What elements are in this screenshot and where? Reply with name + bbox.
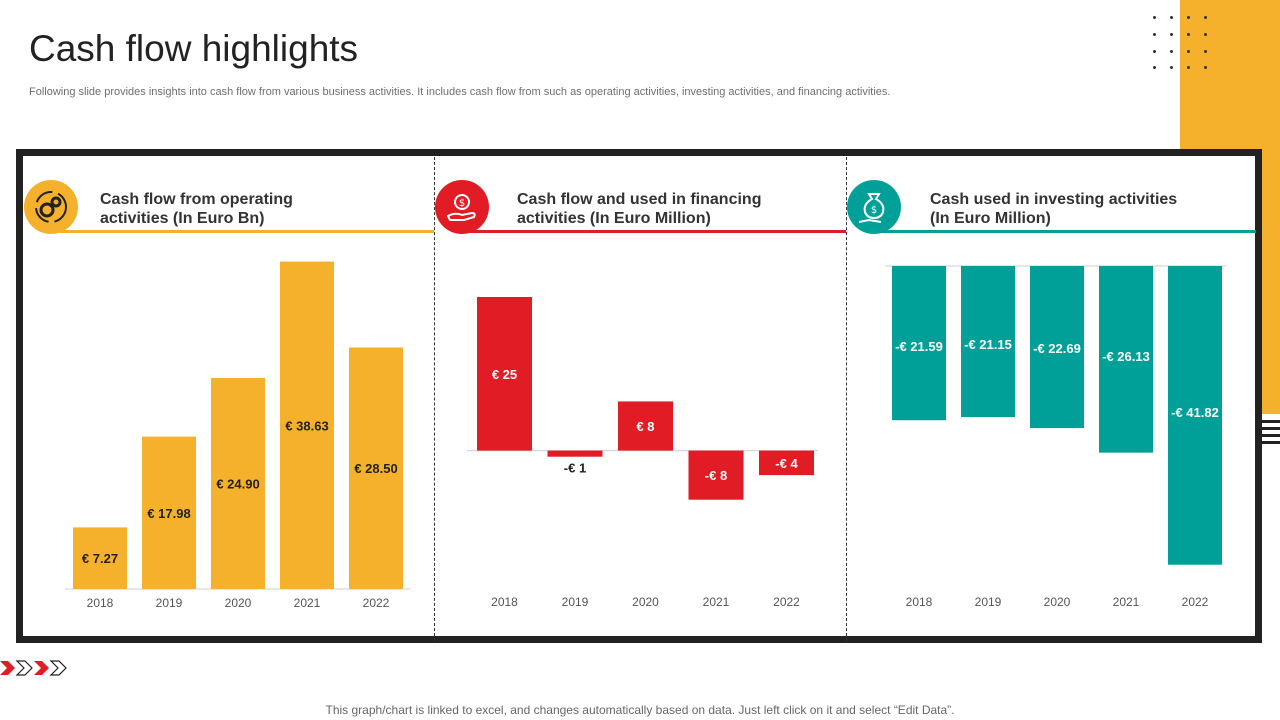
data-label: € 38.63 [285,418,328,433]
panel-rule [874,230,1256,233]
data-label: € 7.27 [82,551,118,566]
data-label: € 24.90 [216,476,259,491]
data-label: -€ 21.15 [964,337,1012,352]
data-label: -€ 4 [775,456,798,471]
bar [892,266,946,421]
bar [211,377,265,589]
chevron-icon [49,660,67,676]
data-label: € 8 [636,419,654,434]
panel-title: Cash flow from operating activities (In … [100,190,400,228]
category-tick-label: 2022 [1182,595,1209,609]
data-label: -€ 1 [564,461,586,476]
financing-bar-chart: € 25 2018 -€ 1 2019 € 8 2020 -€ 8 2021 -€ 4 2022 [467,297,818,609]
bar [759,450,814,476]
panel-rule [462,230,846,233]
svg-text:$: $ [459,198,465,209]
panel-divider [846,157,847,641]
data-label: -€ 26.13 [1102,349,1150,364]
bar [1099,266,1153,453]
operating-bar-chart: € 7.27 2018 € 17.98 2019 € 24.90 2020 € 38.63 2… [65,261,410,610]
category-tick-label: 2022 [773,595,800,609]
panel-title-line: activities (In Euro Million) [517,210,711,227]
data-label: -€ 21.59 [895,339,943,354]
panel-title-line: Cash flow and used in financing [517,191,762,208]
page-subtitle: Following slide provides insights into c… [29,86,891,98]
data-label: -€ 22.69 [1033,341,1081,356]
category-tick-label: 2018 [87,596,114,610]
panel-title-line: (In Euro Million) [930,210,1051,227]
panel-title-line: activities (In Euro Bn) [100,210,265,227]
bar [142,436,196,589]
panel-title-line: Cash used in investing activities [930,191,1178,208]
bar [688,450,744,500]
page-title: Cash flow highlights [29,28,359,69]
footer-note: This graph/chart is linked to excel, and… [325,703,955,717]
bar [1030,266,1084,429]
gears-cycle-icon [24,180,78,234]
category-tick-label: 2018 [906,595,933,609]
chevron-icon [0,661,15,675]
panel-title: Cash used in investing activities (In Eu… [930,190,1230,228]
category-tick-label: 2021 [294,596,321,610]
money-bag-hand-icon: $ [847,180,901,234]
bar [961,266,1015,418]
panel-title-line: Cash flow from operating [100,191,293,208]
category-tick-label: 2020 [1044,595,1071,609]
panel-divider [434,157,435,641]
data-label: € 28.50 [354,461,397,476]
bar [618,401,673,451]
category-tick-label: 2019 [156,596,183,610]
data-label: € 25 [492,367,517,382]
panel-rule [52,230,434,233]
svg-text:$: $ [871,205,877,216]
chevron-icon [15,660,33,676]
data-label: € 17.98 [147,506,190,521]
bar [73,527,127,589]
category-tick-label: 2022 [363,596,390,610]
chevron-icon [34,661,49,675]
bar [477,297,532,451]
data-label: -€ 8 [705,468,727,483]
bar [1168,266,1222,565]
category-tick-label: 2019 [975,595,1002,609]
category-tick-label: 2021 [1113,595,1140,609]
category-tick-label: 2020 [632,595,659,609]
data-label: -€ 41.82 [1171,405,1219,420]
category-tick-label: 2020 [225,596,252,610]
bar [280,261,334,589]
money-hand-icon: $ [435,180,489,234]
chevrons-decoration [0,660,67,676]
bar [547,450,603,457]
menu-lines-icon [1262,420,1280,448]
investing-bar-chart: -€ 21.59 2018 -€ 21.15 2019 -€ 22.69 2020 -€ 2… [885,265,1226,609]
category-tick-label: 2019 [562,595,589,609]
category-tick-label: 2018 [491,595,518,609]
category-tick-label: 2021 [703,595,730,609]
bar [349,347,403,589]
panel-title: Cash flow and used in financing activiti… [517,190,817,228]
